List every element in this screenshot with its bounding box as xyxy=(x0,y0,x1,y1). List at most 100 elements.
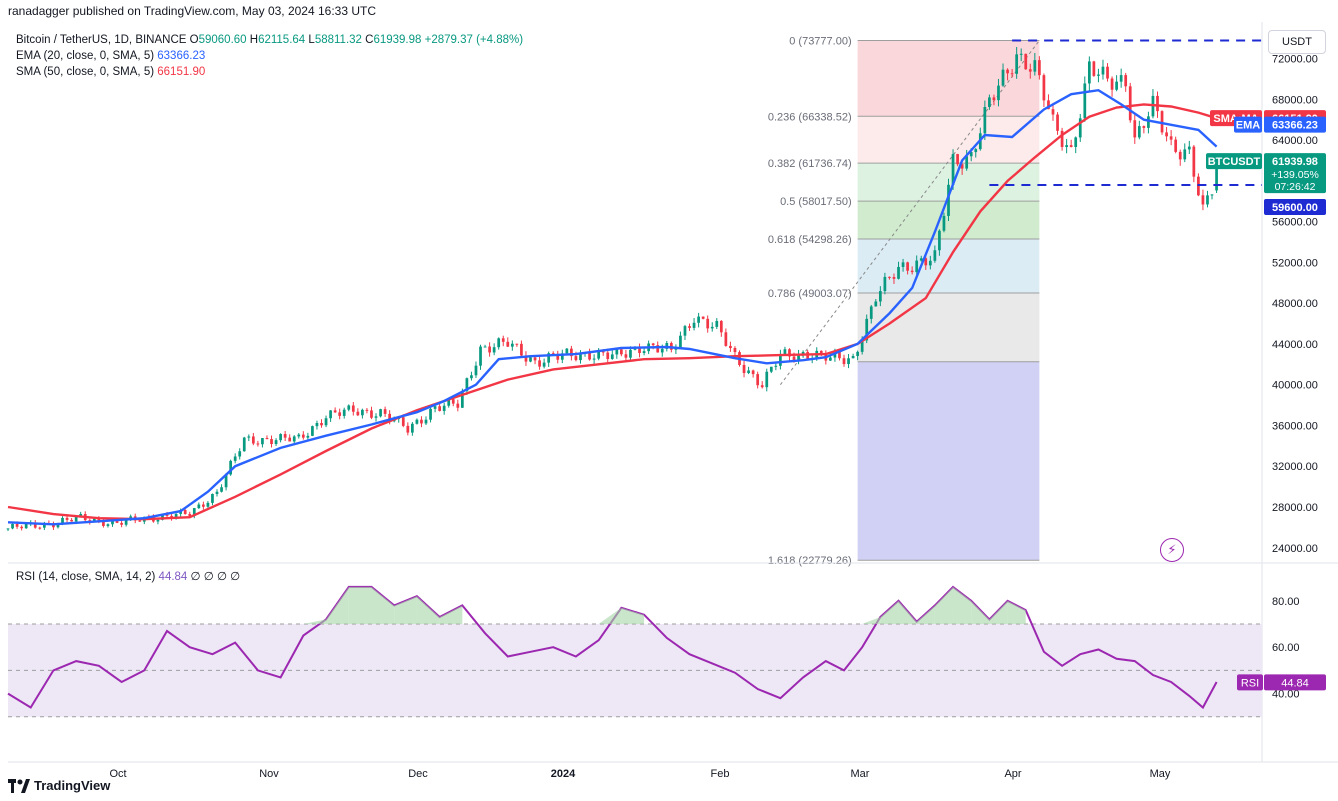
candle-body xyxy=(233,456,237,461)
candle xyxy=(265,435,269,440)
candle xyxy=(133,513,137,524)
main-legend: Bitcoin / TetherUS, 1D, BINANCE O59060.6… xyxy=(16,32,523,80)
candle-body xyxy=(819,350,823,354)
candle-body xyxy=(152,516,155,522)
candle-body xyxy=(333,410,337,413)
candle xyxy=(638,343,641,358)
candle xyxy=(115,517,119,524)
candle-body xyxy=(388,413,392,422)
candle xyxy=(1128,82,1132,123)
rsi-axis-tag: RSI xyxy=(1241,677,1259,689)
candle-body xyxy=(760,385,764,388)
candle xyxy=(801,350,805,358)
candle-body xyxy=(765,371,769,388)
candle xyxy=(83,511,87,522)
candle-body xyxy=(65,517,69,520)
fib-label-0.236: 0.236 (66338.52) xyxy=(768,111,852,123)
fib-label-0.618: 0.618 (54298.26) xyxy=(768,234,852,246)
candle xyxy=(483,344,487,348)
candle-body xyxy=(306,435,310,438)
candle xyxy=(324,415,328,428)
flash-icon[interactable]: ⚡ xyxy=(1160,538,1184,562)
rsi-overbought-fill xyxy=(971,600,990,624)
candle-body xyxy=(115,520,119,523)
candle xyxy=(274,438,278,446)
candle xyxy=(188,511,192,519)
candle-body xyxy=(238,451,242,457)
candle-body xyxy=(1038,60,1041,76)
candle xyxy=(829,353,832,362)
publisher-line: ranadagger published on TradingView.com,… xyxy=(8,4,377,18)
fib-label-0.5: 0.5 (58017.50) xyxy=(780,196,852,208)
tradingview-logo[interactable]: TradingView xyxy=(8,778,110,793)
candle-body xyxy=(211,493,214,503)
rsi-overbought-fill xyxy=(862,617,881,624)
candle-body xyxy=(188,513,192,516)
price-axis: 72000.00 68000.00 64000.00 60000.00 56000.00… xyxy=(1206,54,1326,555)
candle xyxy=(424,416,428,426)
candle xyxy=(715,318,719,330)
candle xyxy=(497,337,501,350)
candle-body xyxy=(120,522,123,525)
candle xyxy=(583,351,587,357)
candle xyxy=(878,286,882,307)
price-tick-label: 52000.00 xyxy=(1272,257,1318,269)
candle-body xyxy=(692,322,696,328)
candle xyxy=(129,514,133,521)
candle-body xyxy=(1065,145,1068,148)
candle-body xyxy=(1210,194,1214,196)
candle xyxy=(238,448,242,460)
candle xyxy=(301,431,305,440)
candle xyxy=(11,521,14,530)
rsi-overbought-fill xyxy=(1007,600,1026,624)
candle-body xyxy=(470,375,473,379)
candle-body xyxy=(401,417,405,426)
candle-body xyxy=(560,353,564,360)
currency-button[interactable]: USDT xyxy=(1268,30,1326,54)
candle xyxy=(147,514,151,519)
rsi-tick-label: 60.00 xyxy=(1272,642,1300,654)
candle xyxy=(1051,102,1055,121)
candle xyxy=(547,351,551,367)
ema-axis-value-bg xyxy=(1264,116,1326,133)
candle-body xyxy=(170,515,173,519)
candle xyxy=(1124,72,1128,92)
candle xyxy=(1069,139,1073,148)
candle-body xyxy=(674,348,678,350)
candle xyxy=(292,435,296,445)
candle-body xyxy=(147,516,151,518)
candle-body xyxy=(320,422,323,426)
candle-body xyxy=(11,523,14,529)
moving-averages xyxy=(7,88,1218,526)
candle-body xyxy=(574,356,578,361)
candle xyxy=(529,354,532,363)
candle-body xyxy=(1160,111,1164,133)
candle xyxy=(174,513,178,520)
candle-body xyxy=(1056,114,1059,131)
candle xyxy=(933,245,937,263)
candle-body xyxy=(33,522,37,528)
candle-body xyxy=(515,343,519,345)
candle-body xyxy=(629,349,632,358)
candle xyxy=(965,149,969,171)
candle-body xyxy=(610,354,614,359)
candle xyxy=(406,422,410,436)
time-tick-label: Apr xyxy=(1004,768,1021,780)
candle xyxy=(710,322,714,332)
candle xyxy=(361,408,364,419)
rsi-value: 44.84 xyxy=(158,571,188,583)
candle xyxy=(969,148,973,162)
candle-body xyxy=(769,366,773,372)
candle xyxy=(333,407,337,413)
candle-body xyxy=(710,326,714,329)
candle xyxy=(456,399,460,412)
candle xyxy=(856,350,859,361)
candle xyxy=(356,408,360,417)
candle-body xyxy=(647,343,650,352)
candle-body xyxy=(438,406,441,411)
candle-body xyxy=(497,338,501,348)
candle xyxy=(438,402,441,412)
candle-body xyxy=(38,527,42,529)
candle-body xyxy=(429,408,432,420)
